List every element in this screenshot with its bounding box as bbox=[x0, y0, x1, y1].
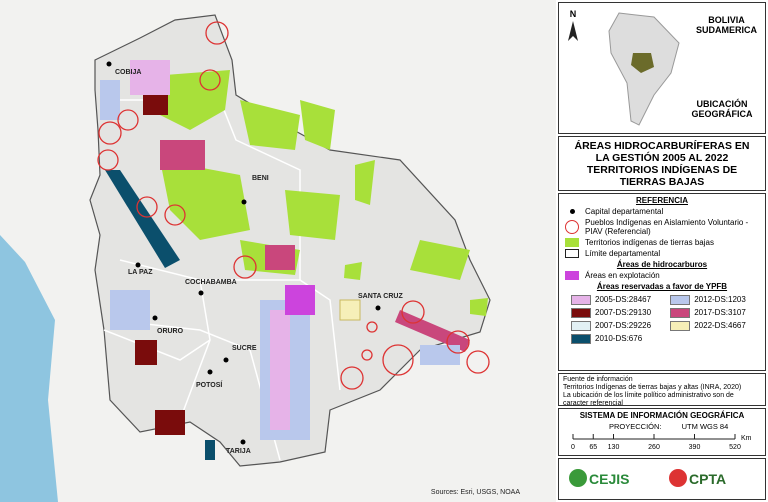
credits: Sources: Esri, USGS, NOAA bbox=[431, 489, 520, 496]
swatch bbox=[571, 307, 591, 318]
city-label: COBIJA bbox=[115, 69, 141, 76]
ocean bbox=[0, 235, 58, 502]
scale-label: 130 bbox=[608, 444, 620, 451]
reserved-label: 2007-DS:29226 bbox=[595, 321, 652, 330]
capitals bbox=[106, 61, 381, 445]
legend-item: Límite departamental bbox=[585, 249, 661, 258]
reserved-item: 2022-DS:4667 bbox=[670, 319, 759, 332]
legend-item: Pueblos Indígenas en Aislamiento Volunta… bbox=[585, 218, 749, 236]
reserved-item: 2005-DS:28467 bbox=[571, 293, 664, 306]
reserved-item: 2012-DS:1203 bbox=[670, 293, 759, 306]
swatch bbox=[571, 294, 591, 305]
reserved-label: 2017-DS:3107 bbox=[694, 308, 746, 317]
legend-subheading: Áreas reservadas a favor de YPFB bbox=[596, 282, 728, 291]
swatch bbox=[571, 333, 591, 344]
swatch bbox=[571, 320, 591, 331]
north-arrow bbox=[568, 21, 578, 41]
logo-cejis: CEJIS bbox=[589, 471, 630, 487]
swatch bbox=[670, 294, 691, 305]
scale-unit: Km bbox=[741, 435, 752, 442]
inset-continent: SUDAMERICA bbox=[695, 25, 757, 35]
scale-label: 0 bbox=[571, 444, 575, 451]
map: COBIJA BENI LA PAZ COCHABAMBA SANTA CRUZ… bbox=[0, 0, 556, 502]
reserved-label: 2005-DS:28467 bbox=[595, 295, 652, 304]
reserved-label: 2010-DS:676 bbox=[595, 334, 643, 343]
reserved-item: 2007-DS:29130 bbox=[571, 306, 664, 319]
legend-item: Capital departamental bbox=[585, 207, 664, 216]
swatch bbox=[670, 307, 691, 318]
scale-label: 65 bbox=[589, 444, 597, 451]
legend: REFERENCIA Capital departamental Pueblos… bbox=[558, 193, 766, 371]
inset-map: N bbox=[568, 9, 680, 126]
map-title: ÁREAS HIDROCARBURÍFERAS EN LA GESTIÓN 20… bbox=[558, 136, 766, 191]
scale-label: 260 bbox=[648, 444, 660, 451]
city-label: SUCRE bbox=[232, 345, 257, 352]
inset-caption: UBICACIÓN GEOGRÁFICA bbox=[691, 99, 753, 119]
north-label: N bbox=[570, 9, 577, 19]
reserved-label: 2022-DS:4667 bbox=[694, 321, 746, 330]
gis-title: SISTEMA DE INFORMACIÓN GEOGRÁFICA bbox=[579, 411, 745, 420]
city-label: SANTA CRUZ bbox=[358, 293, 403, 300]
projection: UTM WGS 84 bbox=[681, 422, 729, 431]
city-label: POTOSÍ bbox=[196, 380, 223, 389]
piav-circles bbox=[97, 21, 490, 390]
legend-item: Territorios indígenas de tierras bajas bbox=[585, 238, 714, 247]
city-label: TARIJA bbox=[226, 448, 251, 455]
projection-label: PROYECCIÓN: bbox=[609, 422, 662, 431]
swatch bbox=[670, 320, 691, 331]
sources-heading: Fuente de información bbox=[563, 376, 633, 383]
logos: CEJIS CPTA bbox=[558, 458, 766, 500]
sources-line: Territorios Indígenas de tierras bajas y… bbox=[563, 384, 742, 391]
scale-label: 390 bbox=[689, 444, 701, 451]
legend-heading: REFERENCIA bbox=[635, 196, 688, 205]
legend-item: Áreas en explotación bbox=[585, 271, 660, 280]
logo-icon bbox=[569, 469, 587, 487]
city-label: BENI bbox=[252, 175, 269, 182]
logo-cpta: CPTA bbox=[689, 471, 727, 487]
gis-panel: SISTEMA DE INFORMACIÓN GEOGRÁFICA PROYEC… bbox=[558, 408, 766, 456]
sources-line: La ubicación de los límite político admi… bbox=[563, 392, 734, 407]
scale-label: 520 bbox=[729, 444, 741, 451]
reserved-item: 2017-DS:3107 bbox=[670, 306, 759, 319]
logo-icon bbox=[669, 469, 687, 487]
city-label: COCHABAMBA bbox=[185, 279, 237, 286]
city-label: LA PAZ bbox=[128, 269, 153, 276]
reserved-list: 2005-DS:28467 2007-DS:29130 2007-DS:29226 2… bbox=[565, 293, 759, 345]
legend-subheading: Áreas de hidrocarburos bbox=[616, 260, 708, 269]
reserved-item: 2010-DS:676 bbox=[571, 332, 664, 345]
reserved-label: 2007-DS:29130 bbox=[595, 308, 652, 317]
sources: Fuente de información Territorios Indíge… bbox=[558, 373, 766, 407]
bolivia-inset bbox=[631, 53, 654, 73]
inset-country: BOLIVIA bbox=[708, 15, 745, 25]
reserved-label: 2012-DS:1203 bbox=[694, 295, 746, 304]
reserved-item: 2007-DS:29226 bbox=[571, 319, 664, 332]
reserved-areas bbox=[100, 60, 470, 460]
city-label: ORURO bbox=[157, 328, 184, 335]
inset-panel: N BOLIVIA SUDAMERICA UBICACIÓN GEOGRÁFIC… bbox=[558, 2, 766, 134]
